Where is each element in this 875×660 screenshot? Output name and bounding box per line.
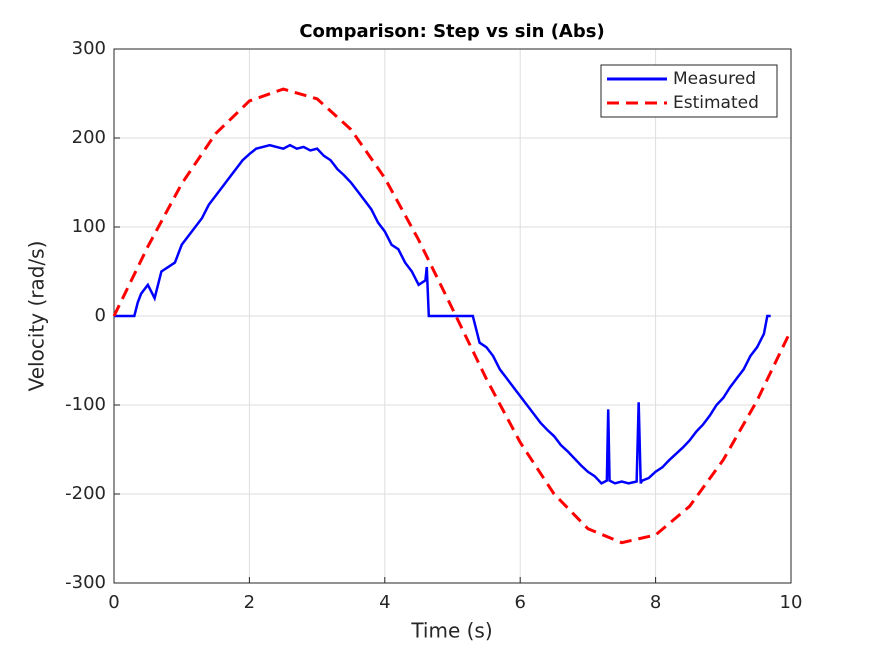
legend-box: [600, 64, 778, 118]
chart-title: Comparison: Step vs sin (Abs): [299, 21, 604, 42]
x-tick-label: 4: [379, 592, 390, 613]
data-line: [112, 87, 793, 545]
y-tick-label: -100: [65, 394, 106, 415]
legend-label: Estimated: [673, 93, 759, 113]
y-tick-label: 100: [72, 216, 106, 237]
x-tick-label: 0: [108, 592, 119, 613]
y-axis-label: Velocity (rad/s): [25, 241, 49, 392]
x-tick-label: 8: [650, 592, 661, 613]
y-tick-label: -200: [65, 483, 106, 504]
legend-label: Measured: [673, 69, 756, 89]
data-line: [114, 143, 771, 485]
x-tick-label: 10: [780, 592, 803, 613]
y-tick-label: 200: [72, 127, 106, 148]
x-tick-label: 6: [514, 592, 525, 613]
y-tick-label: -300: [65, 572, 106, 593]
x-axis-label: Time (s): [410, 619, 492, 643]
x-tick-label: 2: [244, 592, 255, 613]
y-tick-label: 0: [95, 305, 106, 326]
y-tick-label: 300: [72, 38, 106, 59]
